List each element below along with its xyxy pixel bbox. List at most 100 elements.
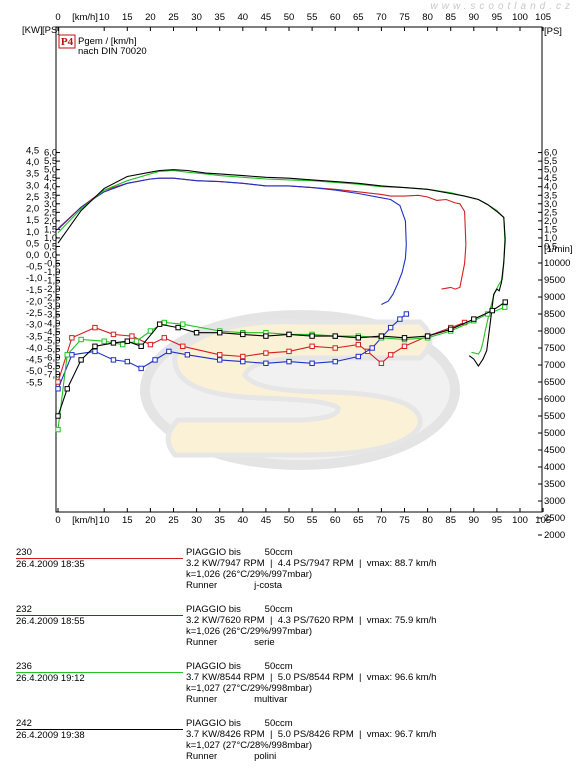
ps-left-tick-label: -2,5 xyxy=(44,293,60,304)
rpm-marker-232 xyxy=(184,352,191,358)
x-tick-label-bottom: 50 xyxy=(284,515,295,526)
ps-right-unit-label: [PS] xyxy=(544,26,562,37)
x-tick-label-bottom: 15 xyxy=(122,515,133,526)
rpm-marker-242 xyxy=(378,333,385,339)
series-232 xyxy=(55,177,410,392)
rpm-marker-232 xyxy=(124,358,130,365)
rpm-marker-232 xyxy=(152,357,158,363)
rpm-marker-230 xyxy=(309,343,315,350)
rpm-marker-232 xyxy=(403,311,410,317)
ps-left-tick-label: -4,5 xyxy=(44,327,60,338)
ps-left-tick-label: -6,5 xyxy=(44,361,60,372)
ps-left-tick-label: 5,5 xyxy=(44,156,57,167)
rpm-marker-232 xyxy=(263,360,269,367)
ps-left-tick-label: -7,0 xyxy=(44,369,60,380)
rpm-marker-232 xyxy=(240,358,246,365)
rpm-tick-label: 6500 xyxy=(544,377,565,388)
run-type: Runner serie xyxy=(186,637,275,648)
rpm-marker-232 xyxy=(55,386,61,392)
rpm-marker-230 xyxy=(147,341,154,348)
ps-right-tick-label: 2,5 xyxy=(544,207,557,218)
run-conditions: k=1,026 (26°C/29%/997mbar) xyxy=(186,569,313,580)
rpm-tick-label: 7000 xyxy=(544,360,565,371)
kw-tick-label: 1,0 xyxy=(26,227,39,238)
run-model: PIAGGIO bis 50ccm xyxy=(186,661,293,672)
rpm-tick-label: 3000 xyxy=(544,496,565,507)
ps-left-tick-label: -4,0 xyxy=(44,318,60,329)
ps-left-tick-label: -6,0 xyxy=(44,352,60,363)
rpm-marker-230 xyxy=(92,324,98,331)
x-tick-label-bottom: 55 xyxy=(307,515,318,526)
ps-left-tick-label: 1,0 xyxy=(44,233,57,244)
run-legend-line-red xyxy=(16,558,183,559)
ps-left-tick-label: -1,5 xyxy=(44,276,60,287)
rpm-marker-230 xyxy=(263,350,269,356)
rpm-marker-230 xyxy=(286,348,292,355)
rpm-marker-232 xyxy=(110,357,117,363)
rpm-tick-label: 2500 xyxy=(544,513,565,524)
x-tick-label-top: 45 xyxy=(261,12,272,23)
rpm-marker-232 xyxy=(387,324,394,331)
kw-tick-label: -2,0 xyxy=(26,296,42,307)
rpm-marker-242 xyxy=(240,331,246,338)
kw-tick-label: 4,0 xyxy=(26,157,39,168)
x-tick-label-bottom: 10 xyxy=(99,515,110,526)
run-legend-line-blue xyxy=(16,615,183,616)
x-tick-label-top: 55 xyxy=(307,12,318,23)
x-tick-label-top: 35 xyxy=(214,12,225,23)
ps-left-tick-label: -3,0 xyxy=(44,301,60,312)
x-tick-label-bottom: 0 xyxy=(55,515,60,526)
x-tick-label-top: 85 xyxy=(445,12,456,23)
x-tick-label-bottom: 70 xyxy=(376,515,387,526)
run-result: 3.7 KW/8426 RPM | 5.0 PS/8426 RPM | vmax… xyxy=(186,729,437,740)
ps-right-tick-label: 5,0 xyxy=(544,165,557,176)
power-curve-236 xyxy=(57,169,506,240)
kw-tick-label: -4,5 xyxy=(26,354,42,365)
run-result: 3.2 KW/7947 RPM | 4.4 PS/7947 RPM | vmax… xyxy=(186,558,437,569)
rpm-marker-230 xyxy=(217,352,223,358)
power-curve-230 xyxy=(57,177,467,245)
rpm-marker-242 xyxy=(502,299,508,305)
run-model: PIAGGIO bis 50ccm xyxy=(186,604,293,615)
ps-right-tick-label: 4,5 xyxy=(544,173,557,184)
kw-tick-label: -3,5 xyxy=(26,331,42,342)
kw-tick-label: -5,0 xyxy=(26,366,42,377)
rpm-marker-242 xyxy=(175,324,181,331)
kw-tick-label: 1,5 xyxy=(26,215,39,226)
kw-tick-label: 0,5 xyxy=(26,238,39,249)
run-id: 230 xyxy=(16,547,32,558)
ps-left-tick-label: 2,0 xyxy=(44,216,57,227)
run-date: 26.4.2009 19:12 xyxy=(16,673,85,684)
rpm-marker-242 xyxy=(424,333,431,339)
rpm-marker-236 xyxy=(147,328,154,334)
run-date: 26.4.2009 18:55 xyxy=(16,616,85,627)
x-tick-label-top: 70 xyxy=(376,12,387,23)
kw-tick-label: 0,0 xyxy=(26,250,39,261)
title-badge: P4 xyxy=(58,34,76,49)
rpm-marker-230 xyxy=(55,379,61,385)
background-logo xyxy=(140,310,460,470)
rpm-marker-232 xyxy=(92,348,98,355)
rpm-marker-242 xyxy=(64,386,70,392)
rpm-marker-242 xyxy=(263,333,269,339)
rpm-marker-236 xyxy=(64,352,70,358)
run-conditions: k=1,027 (27°C/29%/998mbar) xyxy=(186,683,313,694)
x-tick-label-top: 100 xyxy=(512,12,528,23)
ps-left-tick-label: 4,0 xyxy=(44,182,57,193)
ps-left-tick-label: -0,5 xyxy=(44,259,60,270)
run-id: 236 xyxy=(16,661,32,672)
ps-left-tick-label: 0,0 xyxy=(44,250,57,261)
rpm-curve-230 xyxy=(57,321,465,383)
x-tick-label-bottom: 80 xyxy=(422,515,433,526)
x-tick-label-bottom: 35 xyxy=(214,515,225,526)
rpm-tick-label: 6000 xyxy=(544,394,565,405)
x-tick-label-bottom: 25 xyxy=(168,515,179,526)
rpm-tick-label: 3500 xyxy=(544,479,565,490)
x-tick-label-bottom: 60 xyxy=(330,515,341,526)
decel-curve-230 xyxy=(441,244,467,290)
rpm-marker-236 xyxy=(101,338,107,344)
run-details: PIAGGIO bis 50ccm 3.7 KW/8426 RPM | 5.0 P… xyxy=(186,718,436,762)
ps-right-tick-label: 3,5 xyxy=(544,190,557,201)
run-details: PIAGGIO bis 50ccm 3.2 KW/7947 RPM | 4.4 P… xyxy=(186,547,436,591)
x-unit-label-bottom: [km/h] xyxy=(72,515,98,526)
